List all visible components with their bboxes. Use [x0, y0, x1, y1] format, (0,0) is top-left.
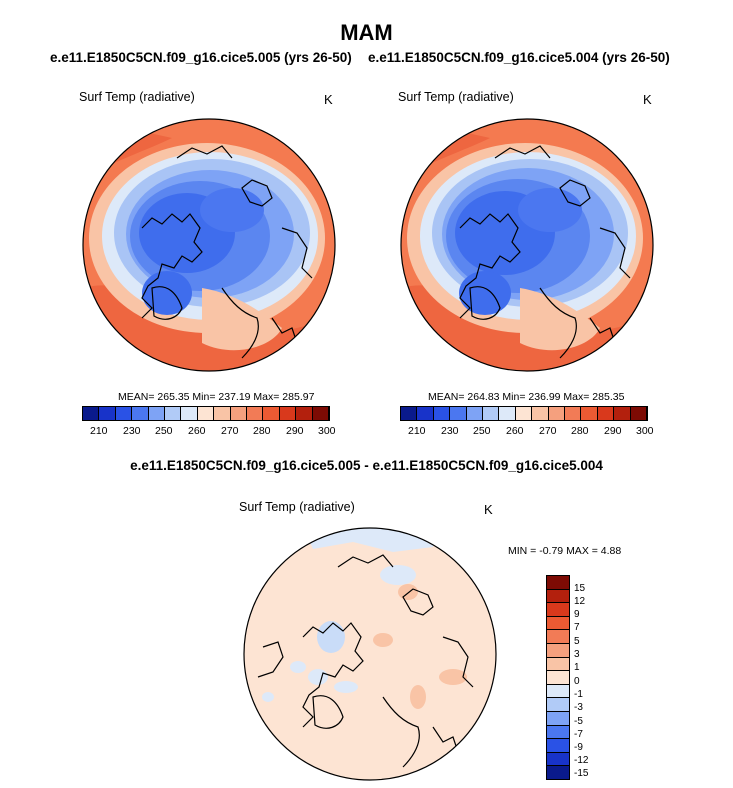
colorbar-swatch	[312, 407, 330, 420]
panel-1-tick: 290	[286, 425, 304, 437]
panel-2-polar-map	[400, 118, 654, 372]
colorbar-swatch	[433, 407, 451, 420]
diff-tick: 9	[574, 609, 580, 620]
panel-1-tick: 260	[188, 425, 206, 437]
panel-2-colorbar	[400, 406, 648, 421]
diff-tick: 5	[574, 636, 580, 647]
panel-2-unit-label: K	[643, 92, 652, 107]
colorbar-swatch	[547, 603, 569, 617]
colorbar-swatch	[132, 407, 149, 420]
panel-2-tick: 230	[441, 425, 459, 437]
colorbar-swatch	[547, 684, 569, 699]
panel-2-tick: 250	[473, 425, 491, 437]
colorbar-swatch	[565, 407, 582, 420]
colorbar-swatch	[499, 407, 516, 420]
diff-tick: -7	[574, 729, 583, 740]
difference-title: e.e11.E1850C5CN.f09_g16.cice5.005 - e.e1…	[130, 458, 603, 473]
colorbar-swatch	[279, 407, 297, 420]
panel-2-stats: MEAN= 264.83 Min= 236.99 Max= 285.35	[428, 391, 625, 403]
diff-tick: -1	[574, 689, 583, 700]
colorbar-swatch	[548, 407, 566, 420]
panel-2-title: e.e11.E1850C5CN.f09_g16.cice5.004 (yrs 2…	[368, 50, 670, 65]
colorbar-swatch	[547, 739, 569, 753]
panel-1-tick: 210	[90, 425, 108, 437]
colorbar-swatch	[547, 766, 569, 779]
colorbar-swatch	[197, 407, 215, 420]
diff-tick: 15	[574, 583, 586, 594]
colorbar-swatch	[515, 407, 533, 420]
panel-1-tick: 280	[253, 425, 271, 437]
panel-1-polar-map	[82, 118, 336, 372]
colorbar-swatch	[99, 407, 116, 420]
colorbar-swatch	[532, 407, 549, 420]
diff-tick: 3	[574, 649, 580, 660]
diff-tick: 7	[574, 622, 580, 633]
difference-colorbar	[546, 575, 570, 780]
panel-1-tick: 300	[318, 425, 336, 437]
colorbar-swatch	[547, 698, 569, 712]
colorbar-swatch	[466, 407, 484, 420]
panel-2-variable-label: Surf Temp (radiative)	[398, 90, 514, 104]
diff-tick: 1	[574, 662, 580, 673]
diff-tick: -15	[574, 768, 589, 779]
panel-1-colorbar	[82, 406, 330, 421]
colorbar-swatch	[296, 407, 313, 420]
colorbar-swatch	[630, 407, 648, 420]
colorbar-swatch	[547, 589, 569, 604]
panel-1-tick: 250	[155, 425, 173, 437]
panel-2-tick: 300	[636, 425, 654, 437]
panel-1-title: e.e11.E1850C5CN.f09_g16.cice5.005 (yrs 2…	[50, 50, 352, 65]
colorbar-swatch	[547, 671, 569, 685]
panel-1-unit-label: K	[324, 92, 333, 107]
colorbar-swatch	[83, 407, 100, 420]
colorbar-swatch	[547, 711, 569, 726]
panel-1-stats: MEAN= 265.35 Min= 237.19 Max= 285.97	[118, 391, 315, 403]
panel-2-tick: 260	[506, 425, 524, 437]
colorbar-swatch	[247, 407, 264, 420]
panel-1-tick: 230	[123, 425, 141, 437]
colorbar-swatch	[417, 407, 434, 420]
colorbar-swatch	[230, 407, 248, 420]
diff-stats: MIN = -0.79 MAX = 4.88	[508, 545, 622, 557]
colorbar-swatch	[547, 725, 569, 740]
season-title: MAM	[340, 20, 393, 45]
colorbar-swatch	[597, 407, 615, 420]
diff-tick: 0	[574, 676, 580, 687]
panel-2-tick: 290	[604, 425, 622, 437]
colorbar-swatch	[214, 407, 231, 420]
colorbar-swatch	[148, 407, 166, 420]
colorbar-swatch	[547, 630, 569, 644]
colorbar-swatch	[181, 407, 198, 420]
diff-tick: -5	[574, 716, 583, 727]
diff-variable-label: Surf Temp (radiative)	[239, 500, 355, 514]
colorbar-swatch	[483, 407, 500, 420]
panel-1-tick: 270	[221, 425, 239, 437]
colorbar-swatch	[547, 616, 569, 631]
colorbar-swatch	[115, 407, 133, 420]
panel-1-variable-label: Surf Temp (radiative)	[79, 90, 195, 104]
colorbar-swatch	[401, 407, 418, 420]
diff-tick: -9	[574, 742, 583, 753]
diff-tick: 12	[574, 596, 586, 607]
panel-2-tick: 270	[539, 425, 557, 437]
panel-2-tick: 280	[571, 425, 589, 437]
colorbar-swatch	[263, 407, 280, 420]
difference-polar-map	[243, 527, 497, 781]
colorbar-swatch	[165, 407, 182, 420]
diff-unit-label: K	[484, 502, 493, 517]
colorbar-swatch	[547, 657, 569, 672]
colorbar-swatch	[614, 407, 631, 420]
diff-tick: -3	[574, 702, 583, 713]
panel-2-tick: 210	[408, 425, 426, 437]
colorbar-swatch	[547, 643, 569, 658]
colorbar-swatch	[547, 576, 569, 590]
colorbar-swatch	[547, 752, 569, 767]
colorbar-swatch	[581, 407, 598, 420]
diff-tick: -12	[574, 755, 589, 766]
colorbar-swatch	[450, 407, 467, 420]
